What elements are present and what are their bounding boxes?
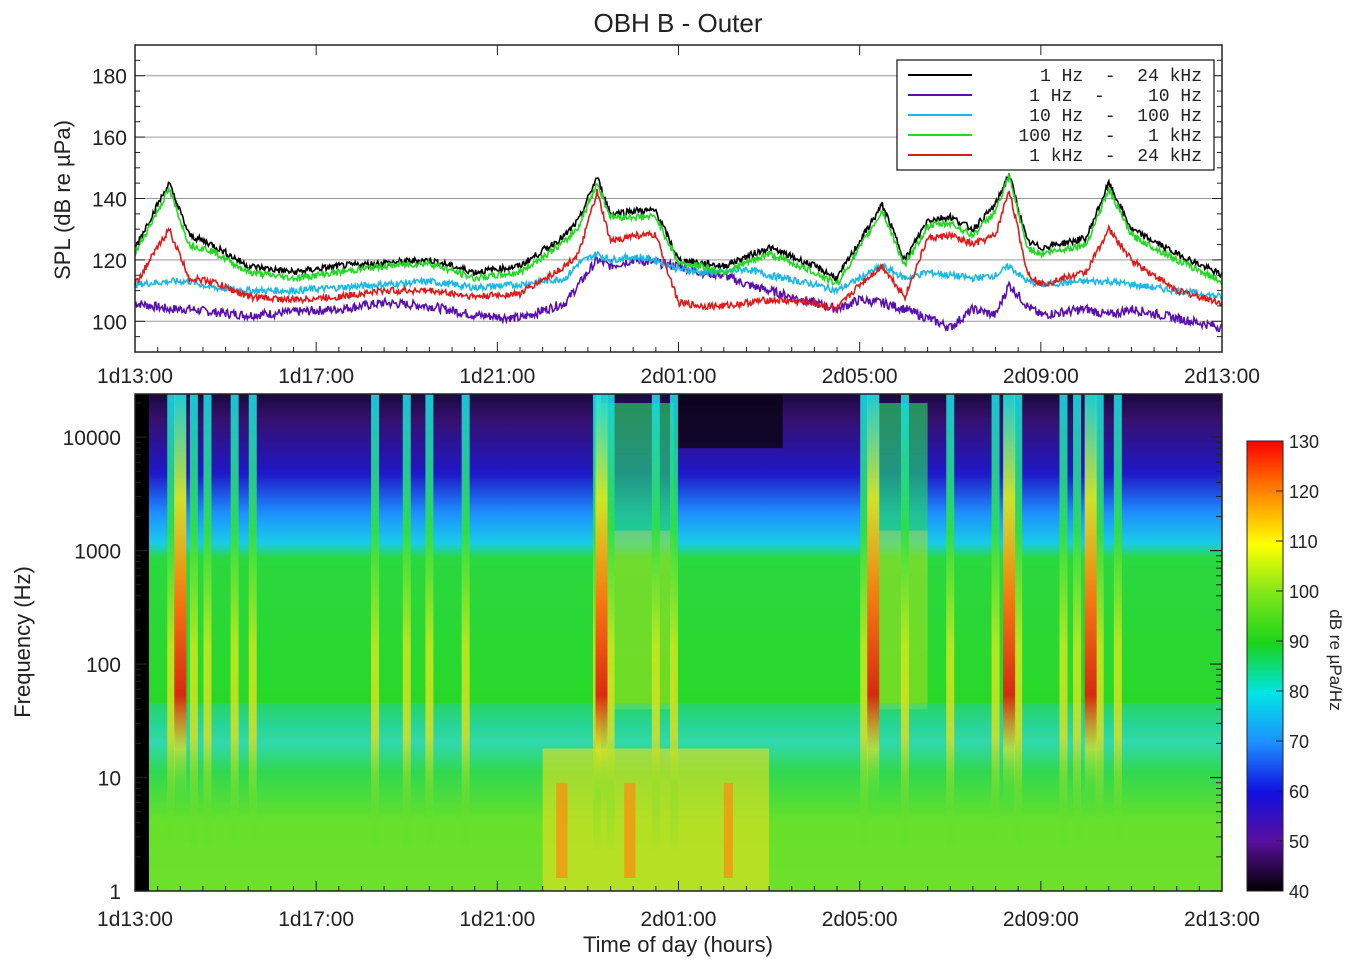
- spl-x-tick-label: 1d13:00: [97, 365, 173, 388]
- spectrogram-y-axis-label: Frequency (Hz): [10, 566, 35, 718]
- spl-y-tick-label: 100: [92, 311, 127, 334]
- low-frequency-peak: [624, 782, 636, 879]
- spectrogram-y-tick-label: 10000: [63, 427, 121, 450]
- spectrogram-y-tick-label: 1000: [74, 541, 121, 564]
- spectrogram-strong-event: [867, 394, 880, 812]
- spectrogram-events: [167, 394, 1122, 851]
- spectrogram-strong-event: [595, 394, 608, 812]
- data-gap-strip: [135, 394, 149, 891]
- spectrogram-event-streak: [189, 394, 198, 851]
- quiet-high-frequency-region: [673, 394, 783, 449]
- legend-label: 1 kHz - 24 kHz: [1029, 147, 1202, 167]
- colorbar-tick-label: 80: [1289, 682, 1309, 702]
- spectrogram-event-streak: [991, 394, 1000, 851]
- spectrogram-event-streak: [371, 394, 380, 851]
- spectrogram-event-streak: [230, 394, 239, 851]
- spectrogram-event-streak: [1073, 394, 1082, 851]
- colorbar-tick-label: 50: [1289, 832, 1309, 852]
- chart-title: OBH B - Outer: [593, 8, 762, 38]
- spl-x-tick-label: 2d13:00: [1184, 365, 1260, 388]
- spectrogram-event-streak: [900, 394, 909, 851]
- spectrogram-event-streak: [1113, 394, 1122, 851]
- spectrogram-event-streak: [402, 394, 411, 851]
- colorbar-tick-label: 60: [1289, 782, 1309, 802]
- legend-label: 1 Hz - 24 kHz: [1040, 67, 1202, 87]
- spectrogram-x-tick-label: 2d01:00: [641, 908, 717, 931]
- spl-y-tick-label: 140: [92, 189, 127, 212]
- low-frequency-peak: [723, 782, 733, 879]
- spl-series-line: [134, 173, 1223, 286]
- spectrogram-y-ticks: 1 10 100 1000 10000: [63, 402, 1222, 904]
- spectrogram-y-tick-label: 1: [109, 881, 121, 904]
- colorbar-tick-label: 110: [1289, 532, 1318, 552]
- legend-label: 10 Hz - 100 Hz: [1029, 107, 1202, 127]
- spl-x-tick-label: 2d01:00: [641, 365, 717, 388]
- colorbar: 130 120 110 100 90 80 70 60 50 40 dB re µPa/Hz: [1246, 432, 1345, 902]
- spectrogram-x-tick-label: 1d17:00: [278, 908, 354, 931]
- spectrogram-event-streak: [461, 394, 470, 851]
- colorbar-label: dB re µPa/Hz: [1326, 609, 1345, 710]
- spectrogram-y-tick-label: 100: [86, 654, 121, 677]
- spl-y-axis-label: SPL (dB re µPa): [50, 120, 75, 280]
- spl-x-tick-label: 2d09:00: [1003, 365, 1079, 388]
- spectrogram-event-streak: [946, 394, 955, 851]
- spectrogram-x-tick-label: 2d05:00: [822, 908, 898, 931]
- spl-panel: 100 120 140 160 180 1d13:00 1d17:00 1d21:00 2d0…: [50, 44, 1260, 388]
- spl-y-tick-label: 120: [92, 250, 127, 273]
- spectrogram-event-streak: [669, 394, 678, 851]
- colorbar-scale: [1246, 440, 1284, 892]
- spectrogram-event-streak: [425, 394, 434, 851]
- legend-label: 1 Hz - 10 Hz: [1029, 87, 1202, 107]
- spl-y-ticks: 100 120 140 160 180: [92, 44, 1222, 353]
- colorbar-tick-label: 130: [1289, 432, 1319, 452]
- spectrogram-event-streak: [606, 394, 615, 851]
- spl-y-tick-label: 180: [92, 66, 127, 89]
- spl-series-line: [134, 173, 1223, 283]
- spectrogram-strong-event: [174, 394, 187, 812]
- colorbar-ticks: 130 120 110 100 90 80 70 60 50 40: [1276, 432, 1319, 902]
- legend-label: 100 Hz - 1 kHz: [1018, 127, 1202, 147]
- colorbar-tick-label: 90: [1289, 632, 1309, 652]
- spectrogram-strong-event: [1084, 394, 1097, 812]
- spectrogram-y-tick-label: 10: [98, 768, 121, 791]
- spectrogram-event-streak: [248, 394, 257, 851]
- colorbar-tick-label: 40: [1289, 882, 1309, 902]
- spectrogram-x-tick-label: 2d13:00: [1184, 908, 1260, 931]
- colorbar-tick-label: 70: [1289, 732, 1309, 752]
- spectrogram-event-streak: [1059, 394, 1068, 851]
- spl-y-tick-label: 160: [92, 127, 127, 150]
- spectrogram-x-ticks: 1d13:00 1d17:00 1d21:00 2d01:00 2d05:00 2d09:…: [97, 881, 1260, 931]
- spl-x-tick-label: 1d21:00: [459, 365, 535, 388]
- spectrogram-strong-event: [1003, 394, 1016, 812]
- spl-x-tick-label: 2d05:00: [822, 365, 898, 388]
- spl-x-ticks: 1d13:00 1d17:00 1d21:00 2d01:00 2d05:00 2d09:…: [97, 45, 1260, 388]
- spl-gridlines: [135, 75, 1222, 322]
- spectrogram-event-streak: [1014, 394, 1023, 851]
- spectrogram-x-tick-label: 2d09:00: [1003, 908, 1079, 931]
- colorbar-tick-label: 100: [1289, 582, 1319, 602]
- spectrogram-event-streak: [1095, 394, 1104, 851]
- low-frequency-peak: [556, 782, 568, 879]
- spectrogram-x-tick-label: 1d13:00: [97, 908, 173, 931]
- colorbar-tick-label: 120: [1289, 482, 1319, 502]
- spl-x-tick-label: 1d17:00: [278, 365, 354, 388]
- tonal-band: [149, 703, 1222, 733]
- spectrogram-x-axis-label: Time of day (hours): [583, 932, 773, 957]
- spl-series-lines: [134, 173, 1223, 333]
- spl-series-line: [134, 188, 1223, 314]
- spectrogram-event-streak: [203, 394, 212, 851]
- spectrogram-x-tick-label: 1d21:00: [459, 908, 535, 931]
- spectrogram-event-streak: [651, 394, 660, 851]
- spectrogram-event-streak: [860, 394, 869, 851]
- spectrogram-event-streak: [167, 394, 176, 851]
